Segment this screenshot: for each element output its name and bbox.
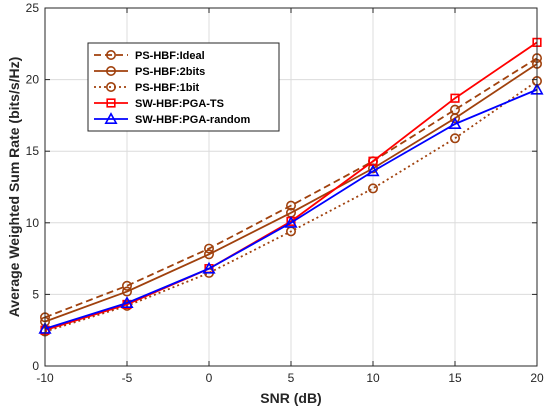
y-tick-label: 20 <box>26 73 40 87</box>
series-line <box>44 41 538 332</box>
series-5 <box>38 82 544 334</box>
y-tick-label: 25 <box>26 1 40 15</box>
x-tick-label: 10 <box>366 371 380 385</box>
y-axis-title: Average Weighted Sum Rate (bits/s/Hz) <box>6 57 22 318</box>
data-point <box>450 93 460 103</box>
series-group <box>38 37 544 337</box>
series-line <box>44 80 538 333</box>
legend-marker <box>106 49 117 60</box>
legend-label: PS-HBF:Ideal <box>135 50 205 62</box>
data-point <box>448 117 462 129</box>
series-line <box>44 57 538 319</box>
legend-item: SW-HBF:PGA-TS <box>94 98 224 110</box>
y-tick-label: 10 <box>26 216 40 230</box>
legend-label: SW-HBF:PGA-random <box>135 114 250 126</box>
legend: PS-HBF:Ideal PS-HBF:2bits PS-HBF:1bit SW-HB… <box>87 42 280 132</box>
x-tick-label: -10 <box>36 371 54 385</box>
x-tick-label: 5 <box>288 371 295 385</box>
legend-item: SW-HBF:PGA-random <box>94 112 250 126</box>
data-point <box>202 261 216 274</box>
legend-item: PS-HBF:1bit <box>94 82 200 94</box>
legend-label: PS-HBF:2bits <box>135 66 205 78</box>
axis-ticks: -10 -5 0 5 10 15 20 0 5 10 15 20 25 <box>26 1 544 385</box>
legend-marker <box>106 82 117 93</box>
y-tick-label: 5 <box>32 287 39 301</box>
data-point <box>284 215 298 228</box>
legend-item: PS-HBF:2bits <box>94 66 205 78</box>
data-point <box>449 133 460 144</box>
x-axis-title: SNR (dB) <box>260 390 321 406</box>
legend-label: PS-HBF:1bit <box>135 82 200 94</box>
data-point <box>122 286 133 297</box>
data-point <box>285 200 296 211</box>
y-tick-label: 15 <box>26 144 40 158</box>
data-point <box>204 243 215 254</box>
legend-marker <box>104 112 118 124</box>
legend-marker <box>106 66 117 77</box>
legend-label: SW-HBF:PGA-TS <box>135 98 224 110</box>
x-tick-label: 15 <box>448 371 462 385</box>
legend-item: PS-HBF:Ideal <box>94 49 205 62</box>
x-tick-label: 0 <box>206 371 213 385</box>
data-point <box>367 183 378 194</box>
x-tick-label: -5 <box>122 371 133 385</box>
data-point <box>204 249 215 260</box>
x-tick-label: 20 <box>530 371 544 385</box>
data-point <box>122 280 133 291</box>
data-point <box>449 113 460 124</box>
legend-marker <box>106 98 116 108</box>
series-line <box>44 88 538 330</box>
data-point <box>120 296 134 308</box>
data-point <box>366 164 380 177</box>
y-tick-label: 0 <box>32 359 39 373</box>
